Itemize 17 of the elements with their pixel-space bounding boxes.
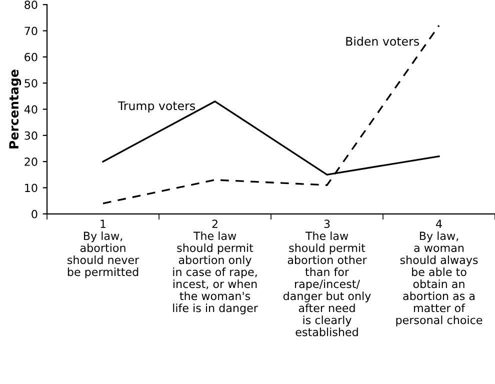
y-tick-label: 80: [24, 0, 38, 9]
y-tick-label: 70: [24, 26, 38, 36]
line-series: [102, 24, 440, 204]
y-tick-label: 0: [32, 210, 38, 218]
y-tick-label: 40: [24, 105, 38, 114]
y-tick-label: 10: [25, 184, 38, 192]
series-label: Trump voters: [118, 101, 195, 113]
y-tick-label: 50: [24, 79, 38, 88]
category-label: 4 By law, a woman should always be able to obtain an abortion as a matter of personal choice: [396, 220, 482, 326]
category-label: 3 The law should permit abortion other than for rape/incest/ danger but only after need is clearly established: [283, 220, 371, 336]
y-tick-label: 30: [24, 131, 38, 140]
y-tick-label: 20: [24, 158, 38, 166]
y-tick-label: 60: [24, 52, 38, 62]
x-tick-label: 2 The law should permit abortion only in case of rape, incest, or when the woman's life is in danger: [173, 220, 258, 314]
x-tick-label: 1 By law, abortion should never be permitted: [68, 220, 140, 278]
series-label: Biden voters: [346, 36, 419, 46]
y-axis-title: Percentage: [9, 70, 22, 148]
